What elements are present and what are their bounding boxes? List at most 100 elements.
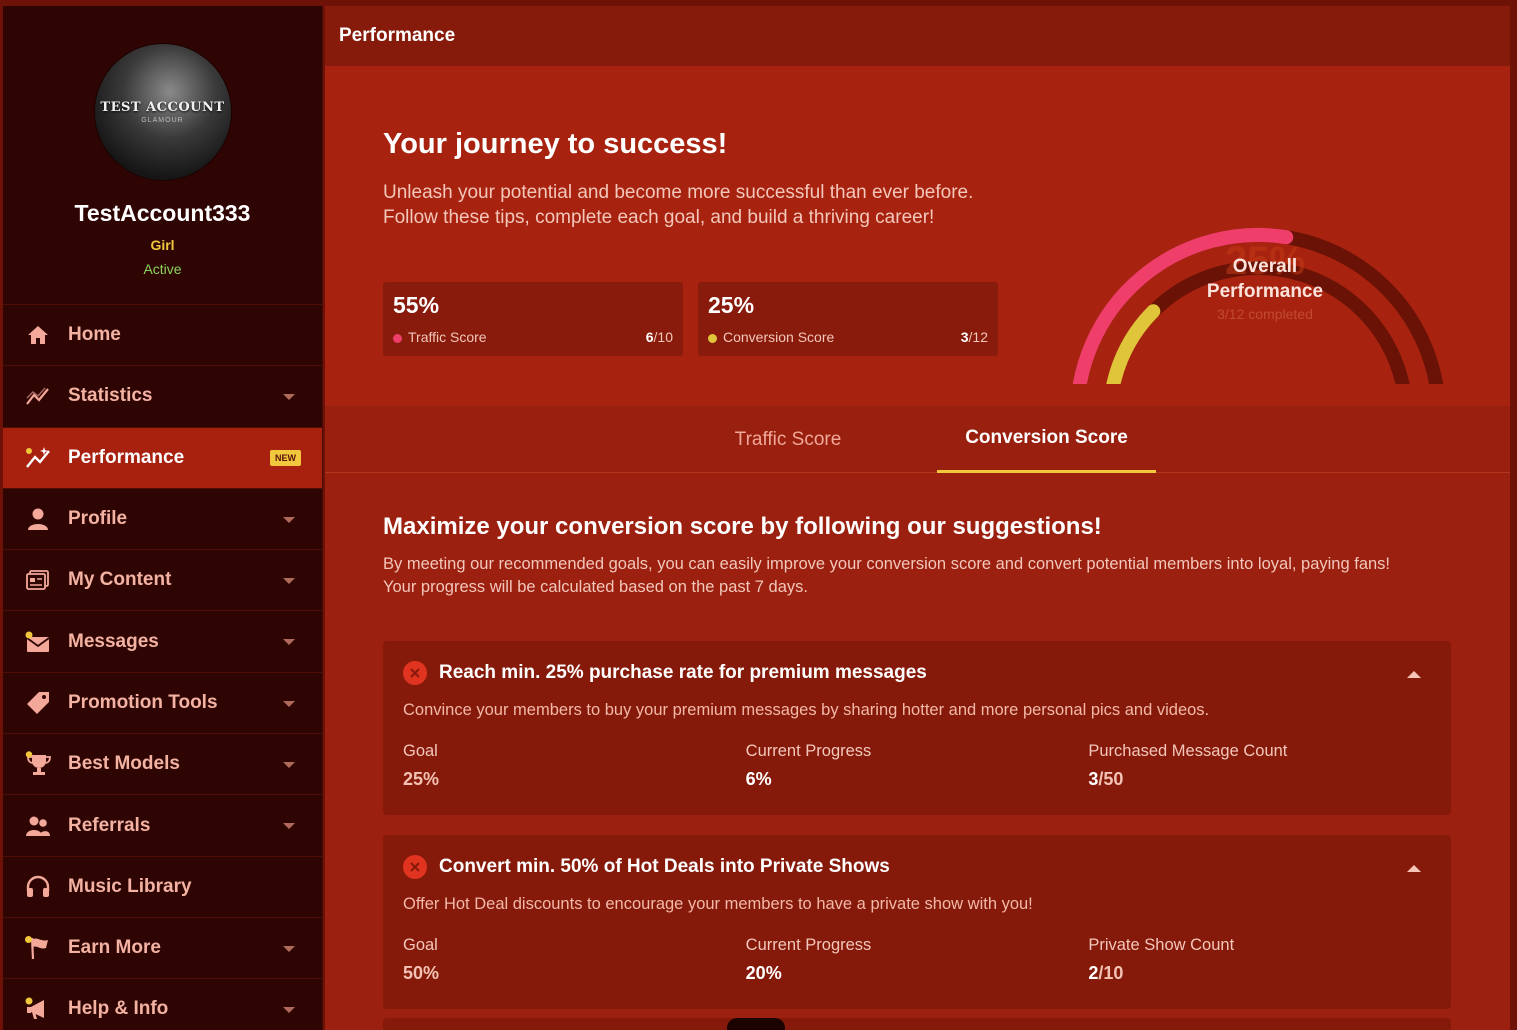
- count-stat: Private Show Count 2/10: [1088, 936, 1431, 984]
- chart-line-icon: [23, 381, 53, 411]
- collapse-caret-icon[interactable]: [1407, 671, 1421, 678]
- yellow-dot-icon: [708, 334, 717, 343]
- overall-performance-percent: 25%: [1224, 239, 1306, 283]
- chevron-down-icon[interactable]: [283, 762, 295, 769]
- next-goal-card: [383, 1018, 1451, 1030]
- collapse-caret-icon[interactable]: [1407, 865, 1421, 872]
- progress-stat: Current Progress 6%: [746, 742, 1089, 790]
- sidebar-item-messages[interactable]: Messages: [3, 611, 322, 673]
- progress-value: 20%: [745, 963, 782, 983]
- traffic-score-total: /10: [653, 329, 673, 345]
- progress-value: 6%: [745, 769, 772, 789]
- conversion-score-fraction: 3/12: [961, 329, 988, 345]
- sidebar-item-referrals[interactable]: Referrals: [3, 795, 322, 857]
- conversion-score-legend: Conversion Score: [708, 329, 834, 345]
- goal-label: Goal: [403, 936, 438, 954]
- goal-card: Convert min. 50% of Hot Deals into Priva…: [383, 835, 1451, 1009]
- avatar-text: TEST ACCOUNT: [100, 100, 225, 115]
- sidebar-item-earn-more[interactable]: Earn More: [3, 918, 322, 980]
- main-content: Performance Your journey to success! Unl…: [325, 6, 1510, 1030]
- sidebar-item-my-content[interactable]: My Content: [3, 550, 322, 612]
- sidebar-item-music-library[interactable]: Music Library: [3, 857, 322, 918]
- goal-value: 25%: [403, 769, 440, 789]
- scroll-handle[interactable]: [727, 1018, 785, 1030]
- users-icon: [23, 811, 53, 841]
- count-label: Purchased Message Count: [1088, 742, 1288, 760]
- traffic-gauge-fill: [1070, 228, 1294, 423]
- hero-description: Unleash your potential and become more s…: [383, 180, 1043, 230]
- count-total: /10: [1098, 963, 1124, 983]
- traffic-score-fraction: 6/10: [646, 329, 673, 345]
- chevron-down-icon[interactable]: [283, 700, 295, 707]
- status-label: Active: [143, 261, 182, 277]
- goal-header[interactable]: Convert min. 50% of Hot Deals into Priva…: [403, 855, 1431, 879]
- traffic-score-row: Traffic Score 6/10: [393, 329, 673, 345]
- sidebar-item-label: Performance: [68, 446, 185, 468]
- goal-stat: Goal 25%: [403, 742, 746, 790]
- goal-header[interactable]: Reach min. 25% purchase rate for premium…: [403, 661, 1431, 685]
- chevron-down-icon[interactable]: [283, 945, 295, 952]
- sidebar-item-help-info[interactable]: Help & Info: [3, 979, 322, 1030]
- sidebar-item-label: Best Models: [68, 753, 180, 775]
- overall-performance-title: Overall Performance: [1070, 254, 1460, 304]
- traffic-score-percent: 55%: [393, 292, 440, 318]
- new-badge: NEW: [270, 449, 301, 466]
- count-total: /50: [1098, 769, 1124, 789]
- goal-card: Reach min. 25% purchase rate for premium…: [383, 641, 1451, 815]
- sidebar-item-home[interactable]: Home: [3, 305, 322, 367]
- overall-performance-title-line: Performance: [1206, 281, 1324, 302]
- avatar[interactable]: TEST ACCOUNT GLAMOUR: [94, 44, 231, 180]
- sidebar-item-performance[interactable]: Performance NEW: [3, 427, 322, 489]
- tab-conversion-score[interactable]: Conversion Score: [937, 406, 1156, 473]
- overall-performance-gauge: 25% Overall Performance 3/12 completed: [1070, 144, 1460, 423]
- goal-description: Convince your members to buy your premiu…: [403, 701, 1210, 719]
- section-title: Maximize your conversion score by follow…: [383, 513, 1102, 540]
- chevron-down-icon[interactable]: [283, 1007, 295, 1014]
- chevron-down-icon[interactable]: [283, 823, 295, 830]
- goal-stats: Goal 25% Current Progress 6% Purchased M…: [403, 742, 1431, 790]
- content-icon: [23, 565, 53, 595]
- megaphone-icon: [23, 994, 53, 1024]
- headphones-icon: [23, 872, 53, 902]
- traffic-score-done: 6: [645, 329, 654, 345]
- goal-title: Reach min. 25% purchase rate for premium…: [439, 662, 927, 683]
- hero-title: Your journey to success!: [383, 128, 728, 160]
- tag-icon: [23, 688, 53, 718]
- section-description: By meeting our recommended goals, you ca…: [383, 553, 1452, 599]
- conversion-gauge-fill: [1102, 304, 1161, 423]
- section-description-line: Your progress will be calculated based o…: [383, 578, 808, 596]
- pink-dot-icon: [393, 334, 402, 343]
- chevron-down-icon[interactable]: [283, 394, 295, 401]
- sidebar-item-label: Promotion Tools: [68, 691, 218, 713]
- sidebar-item-profile[interactable]: Profile: [3, 489, 322, 551]
- score-tabs: Traffic Score Conversion Score: [325, 406, 1510, 473]
- conversion-score-percent: 25%: [708, 292, 755, 318]
- chevron-down-icon[interactable]: [283, 639, 295, 646]
- sidebar-item-best-models[interactable]: Best Models: [3, 734, 322, 796]
- sidebar-item-promotion-tools[interactable]: Promotion Tools: [3, 673, 322, 735]
- sidebar: TEST ACCOUNT GLAMOUR TestAccount333 Girl…: [3, 6, 323, 1030]
- goal-value: 50%: [403, 963, 440, 983]
- overall-performance-completed: 3/12 completed: [1217, 306, 1313, 322]
- hero-description-line: Follow these tips, complete each goal, a…: [383, 207, 935, 228]
- count-value: 2/10: [1088, 963, 1431, 984]
- page-header: Performance: [325, 6, 1510, 66]
- sidebar-item-label: My Content: [68, 569, 172, 591]
- sidebar-item-label: Referrals: [68, 814, 151, 836]
- chevron-down-icon[interactable]: [283, 516, 295, 523]
- count-done: 3: [1088, 769, 1099, 789]
- conversion-score-card: 25% Conversion Score 3/12: [698, 282, 998, 356]
- sidebar-item-label: Profile: [68, 508, 128, 530]
- count-stat: Purchased Message Count 3/50: [1088, 742, 1431, 790]
- username: TestAccount333: [74, 200, 251, 226]
- trophy-icon: [23, 749, 53, 779]
- gender-label: Girl: [150, 237, 175, 253]
- overall-performance-title-line: Overall: [1232, 256, 1298, 277]
- sidebar-item-label: Music Library: [68, 875, 192, 897]
- sidebar-item-label: Messages: [68, 630, 159, 652]
- tab-traffic-score[interactable]: Traffic Score: [734, 428, 842, 450]
- flag-icon: [23, 933, 53, 963]
- chevron-down-icon[interactable]: [283, 578, 295, 585]
- sidebar-item-statistics[interactable]: Statistics: [3, 366, 322, 428]
- conversion-score-label: Conversion Score: [723, 329, 835, 345]
